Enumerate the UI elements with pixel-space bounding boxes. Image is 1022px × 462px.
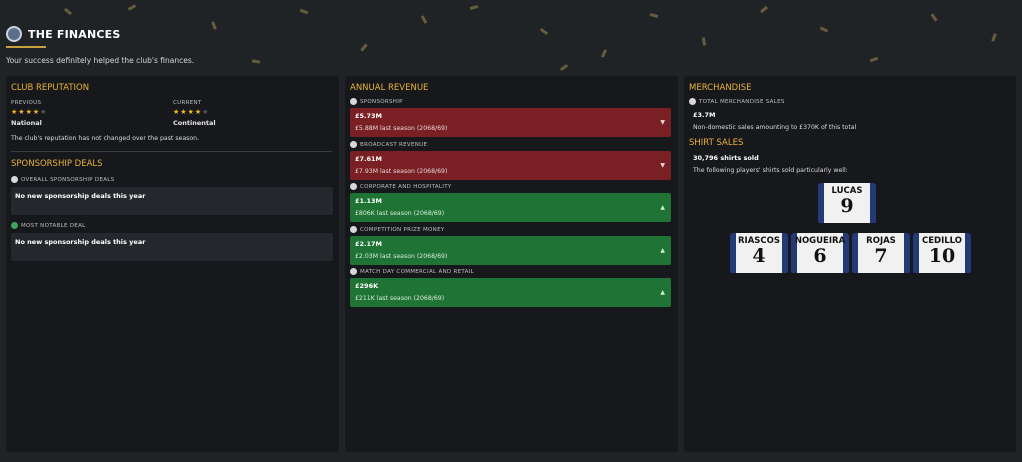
title-underline <box>6 46 46 48</box>
previous-value: National <box>11 119 42 127</box>
deal-icon <box>11 222 18 229</box>
player-shirt[interactable]: ROJAS 7 <box>852 233 910 273</box>
annual-revenue-panel: ANNUAL REVENUE SPONSORSHIP £5.73M £5.88M l… <box>345 76 678 452</box>
star-full-icon: ★ <box>25 108 32 116</box>
revenue-category-icon <box>350 140 357 148</box>
star-half-icon: ★ <box>32 108 40 116</box>
revenue-last-season: £2.03M last season (2068/69) <box>355 252 448 260</box>
notable-deal-value: No new sponsorship deals this year <box>15 238 146 246</box>
shirt-player-name: NOGUEIRA <box>794 236 846 246</box>
revenue-amount: £5.73M <box>355 112 383 120</box>
revenue-category-icon <box>350 183 357 190</box>
star-full-icon: ★ <box>18 108 25 116</box>
revenue-card[interactable]: £7.61M £7.93M last season (2068/69) ▼ <box>350 150 671 180</box>
club-badge-icon <box>6 26 22 42</box>
total-merch-value: £3.7M <box>693 111 716 119</box>
page-header: THE FINANCES Your success definitely hel… <box>6 26 1016 65</box>
previous-label: PREVIOUS <box>11 100 42 106</box>
page-title: THE FINANCES <box>28 27 121 41</box>
merchandise-title: MERCHANDISE <box>689 83 752 93</box>
star-half-icon: ★ <box>194 108 202 116</box>
section-divider <box>11 151 332 152</box>
revenue-amount: £2.17M <box>355 239 383 248</box>
revenue-amount: £7.61M <box>355 154 383 163</box>
previous-reputation: PREVIOUS ★ ★ ★ ★ ★ National <box>11 100 46 127</box>
trend-up-icon: ▲ <box>660 204 665 211</box>
trend-down-icon: ▼ <box>660 119 665 126</box>
star-full-icon: ★ <box>187 108 194 116</box>
previous-stars: ★ ★ ★ ★ ★ <box>11 109 46 116</box>
player-shirt[interactable]: CEDILLO 10 <box>913 233 971 273</box>
shirt-number: 7 <box>874 245 888 267</box>
reputation-note: The club's reputation has not changed ov… <box>11 135 200 142</box>
revenue-label: COMPETITION PRIZE MONEY <box>350 225 445 233</box>
revenue-last-season: £806K last season (2068/69) <box>355 210 445 217</box>
shirt-player-name: RIASCOS <box>738 236 780 246</box>
shirt-number: 10 <box>928 245 956 267</box>
revenue-last-season: £5.88M last season (2068/69) <box>355 125 448 132</box>
player-shirt[interactable]: NOGUEIRA 6 <box>791 233 849 273</box>
revenue-label: SPONSORSHIP <box>350 98 403 105</box>
revenue-card[interactable]: £2.17M £2.03M last season (2068/69) ▲ <box>350 235 671 265</box>
player-shirt[interactable]: RIASCOS 4 <box>730 233 788 273</box>
annual-revenue-title: ANNUAL REVENUE <box>350 83 429 93</box>
current-label: CURRENT <box>173 100 202 106</box>
notable-deal-box: No new sponsorship deals this year <box>11 233 333 261</box>
revenue-category-icon <box>350 225 357 233</box>
sponsorship-icon <box>11 176 18 183</box>
merchandise-panel: MERCHANDISE TOTAL MERCHANDISE SALES £3.7… <box>684 76 1016 452</box>
revenue-label: BROADCAST REVENUE <box>350 140 427 148</box>
club-reputation-title: CLUB REPUTATION <box>11 83 90 93</box>
revenue-label: CORPORATE AND HOSPITALITY <box>350 183 452 190</box>
current-value: Continental <box>173 119 216 127</box>
revenue-card[interactable]: £296K £211K last season (2068/69) ▲ <box>350 278 671 307</box>
trend-up-icon: ▲ <box>660 246 665 254</box>
shirt-number: 6 <box>813 245 827 267</box>
revenue-category-icon <box>350 268 357 275</box>
merchandise-icon <box>689 98 696 105</box>
shirt-number: 4 <box>752 245 766 267</box>
shirt-player-name: ROJAS <box>866 236 896 246</box>
club-reputation-panel: CLUB REPUTATION PREVIOUS ★ ★ ★ ★ ★ Natio… <box>6 76 339 452</box>
star-full-icon: ★ <box>173 108 180 116</box>
shirt-player-name: LUCAS <box>831 186 863 196</box>
star-empty-icon: ★ <box>40 108 47 116</box>
revenue-category-icon <box>350 98 357 105</box>
revenue-last-season: £7.93M last season (2068/69) <box>355 167 448 175</box>
shirt-number: 9 <box>840 195 854 217</box>
shirts-sold: 30,796 shirts sold <box>693 154 759 162</box>
shirt-player-name: CEDILLO <box>921 236 963 246</box>
shirts-note: The following players' shirts sold parti… <box>693 167 848 174</box>
revenue-label: MATCH DAY COMMERCIAL AND RETAIL <box>350 268 474 275</box>
trend-down-icon: ▼ <box>660 161 665 169</box>
current-stars: ★ ★ ★ ★ ★ <box>173 109 216 116</box>
revenue-amount: £1.13M <box>355 197 383 205</box>
sponsorship-title: SPONSORSHIP DEALS <box>11 159 103 169</box>
star-empty-icon: ★ <box>202 108 209 116</box>
notable-deal-label: MOST NOTABLE DEAL <box>11 222 86 229</box>
player-shirt[interactable]: LUCAS 9 <box>818 183 876 223</box>
total-merch-note: Non-domestic sales amounting to £370K of… <box>693 124 857 131</box>
overall-sponsorship-box: No new sponsorship deals this year <box>11 187 333 215</box>
trend-up-icon: ▲ <box>660 289 665 296</box>
revenue-card[interactable]: £5.73M £5.88M last season (2068/69) ▼ <box>350 108 671 137</box>
revenue-amount: £296K <box>355 282 379 290</box>
total-merch-label: TOTAL MERCHANDISE SALES <box>689 98 785 105</box>
revenue-last-season: £211K last season (2068/69) <box>355 295 445 302</box>
shirt-sales-title: SHIRT SALES <box>689 138 744 148</box>
overall-sponsorship-value: No new sponsorship deals this year <box>15 192 146 200</box>
overall-sponsorship-label: OVERALL SPONSORSHIP DEALS <box>11 176 114 183</box>
star-full-icon: ★ <box>11 108 18 116</box>
star-full-icon: ★ <box>180 108 187 116</box>
revenue-card[interactable]: £1.13M £806K last season (2068/69) ▲ <box>350 193 671 222</box>
page-subtitle: Your success definitely helped the club'… <box>6 56 195 65</box>
current-reputation: CURRENT ★ ★ ★ ★ ★ Continental <box>173 100 216 127</box>
